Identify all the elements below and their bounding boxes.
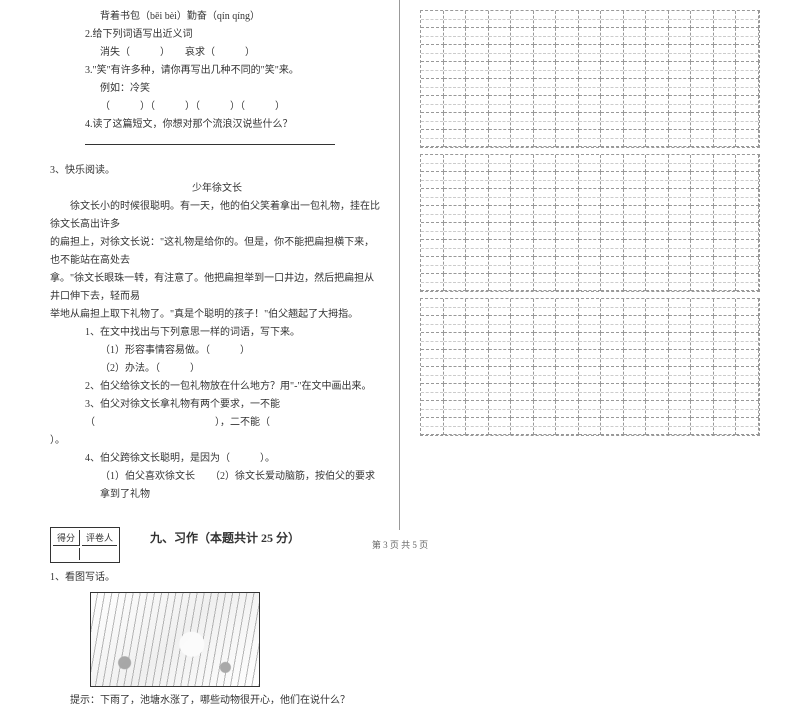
- question-line: 4、伯父跨徐文长聪明，是因为（ ）。: [50, 450, 384, 468]
- story-title: 少年徐文长: [50, 180, 384, 198]
- question-line: （1）形容事情容易做。（ ）: [50, 342, 384, 360]
- story-line: 徐文长小的时候很聪明。有一天，他的伯父笑着拿出一包礼物，挂在比徐文长高出许多: [50, 198, 384, 234]
- story-line: 举地从扁担上取下礼物了。"真是个聪明的孩子！"伯父翘起了大拇指。: [50, 306, 384, 324]
- section-9-title: 九、习作（本题共计 25 分）: [150, 529, 300, 546]
- score-table: 得分 评卷人: [50, 527, 120, 563]
- writing-grid: [420, 298, 760, 436]
- left-column: 背着书包（bēi bèi）勤奋（qín qíng）2.给下列词语写出近义词消失（…: [0, 0, 400, 530]
- question-line: ）。: [50, 432, 384, 450]
- question-line: （2）办法。（ ）: [50, 360, 384, 378]
- text-line: 消失（ ） 哀求（ ）: [50, 44, 384, 62]
- text-line: 4.读了这篇短文，你想对那个流浪汉说些什么？: [50, 116, 384, 134]
- illustration: [90, 592, 260, 687]
- writing-grid: [420, 154, 760, 292]
- question-line: 1、在文中找出与下列意思一样的词语，写下来。: [50, 324, 384, 342]
- reviewer-label: 评卷人: [82, 530, 117, 546]
- text-line: 3."笑"有许多种，请你再写出几种不同的"笑"来。: [50, 62, 384, 80]
- question-line: （1）伯父喜欢徐文长 （2）徐文长爱动脑筋，按伯父的要求拿到了礼物: [50, 468, 384, 504]
- writing-grid: [420, 10, 760, 148]
- question-line: 3、伯父对徐文长拿礼物有两个要求，一不能（ ），二不能（: [50, 396, 384, 432]
- text-line: 例如：冷笑: [50, 80, 384, 98]
- right-column: [400, 0, 800, 530]
- text-line: 背着书包（bēi bèi）勤奋（qín qíng）: [50, 8, 384, 26]
- story-line: 拿。"徐文长眼珠一转，有注意了。他把扁担举到一口井边，然后把扁担从井口伸下去，轻…: [50, 270, 384, 306]
- text-line: （ ）（ ）（ ）（ ）: [50, 98, 384, 116]
- hint-text: 提示：下雨了，池塘水涨了，哪些动物很开心，他们在说什么？: [50, 692, 384, 710]
- q1-label: 1、看图写话。: [50, 569, 384, 587]
- question-line: 2、伯父给徐文长的一包礼物放在什么地方？用"-"在文中画出来。: [50, 378, 384, 396]
- story-line: 的扁担上，对徐文长说："这礼物是给你的。但是，你不能把扁担横下来，也不能站在高处…: [50, 234, 384, 270]
- score-label: 得分: [53, 530, 80, 546]
- text-line: 2.给下列词语写出近义词: [50, 26, 384, 44]
- q3-title: 3、快乐阅读。: [50, 162, 384, 180]
